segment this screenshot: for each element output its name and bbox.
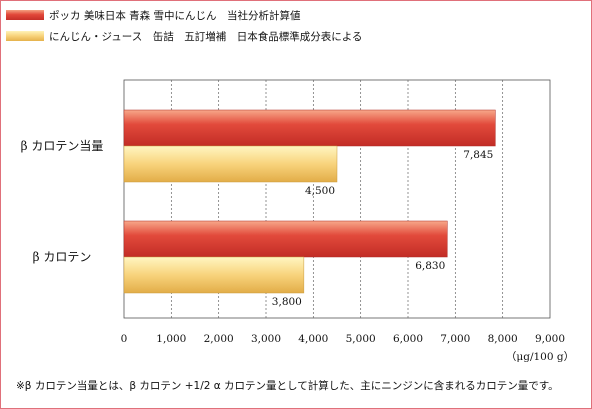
legend-label-pokka: ポッカ 美味日本 青森 雪中にんじん 当社分析計算値	[49, 9, 301, 22]
x-tick-label: 7,000	[440, 333, 470, 345]
x-tick-label: 1,000	[156, 333, 186, 345]
legend-item-pokka: ポッカ 美味日本 青森 雪中にんじん 当社分析計算値	[6, 7, 301, 23]
legend: ポッカ 美味日本 青森 雪中にんじん 当社分析計算値 にんじん・ジュース 缶詰 …	[6, 6, 406, 46]
bar-pokka	[123, 109, 496, 147]
x-tick-label: 6,000	[393, 333, 423, 345]
x-tick-label: 9,000	[535, 333, 565, 345]
bar-value-label: 7,845	[463, 149, 493, 161]
bar-layer	[123, 109, 496, 294]
legend-item-standard: にんじん・ジュース 缶詰 五訂増補 日本食品標準成分表による	[6, 28, 362, 44]
legend-swatch-yellow	[6, 31, 44, 41]
bar-value-label: 6,830	[415, 260, 445, 272]
x-tick-label: 8,000	[488, 333, 518, 345]
x-tick-label: 5,000	[346, 333, 376, 345]
x-tick-label: 3,000	[251, 333, 281, 345]
x-tick-label: 4,000	[298, 333, 328, 345]
bar-pokka	[123, 220, 448, 258]
x-tick-label: 0	[121, 333, 128, 345]
bar-value-label: 4,500	[305, 185, 335, 197]
legend-label-standard: にんじん・ジュース 缶詰 五訂増補 日本食品標準成分表による	[49, 30, 363, 43]
footnote: ※β カロテン当量とは、β カロテン +1/2 α カロテン量として計算した、主…	[16, 380, 559, 392]
label-layer: 0 1,000 2,000 3,000 4,000 5,000 6,000 7,000 8,00…	[21, 139, 574, 363]
bar-value-label: 3,800	[272, 296, 302, 308]
legend-swatch-red	[6, 10, 44, 20]
category-label: β カロテン当量	[21, 139, 104, 153]
bar-standard	[123, 256, 305, 294]
category-label: β カロテン	[33, 250, 92, 264]
bar-standard	[123, 145, 338, 183]
x-tick-label: 2,000	[204, 333, 234, 345]
x-unit-label: （μg/100 g）	[506, 351, 574, 363]
